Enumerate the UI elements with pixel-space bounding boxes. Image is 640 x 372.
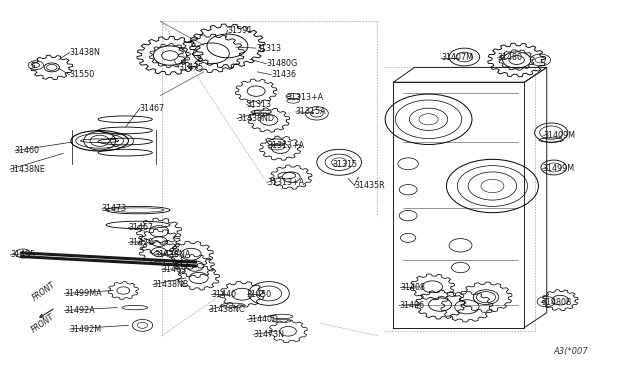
Text: 31499MA: 31499MA — [65, 289, 102, 298]
Text: 31438NA: 31438NA — [154, 250, 190, 259]
Text: 31438NC: 31438NC — [209, 305, 245, 314]
Text: 31313: 31313 — [256, 44, 281, 52]
Text: 31473N: 31473N — [253, 330, 285, 339]
Text: 31496: 31496 — [399, 301, 424, 310]
Text: 31313+A: 31313+A — [268, 178, 305, 187]
Text: 31315A: 31315A — [296, 108, 326, 116]
Text: 31473: 31473 — [102, 205, 127, 214]
Text: 31550: 31550 — [70, 70, 95, 79]
Text: 31409M: 31409M — [543, 131, 575, 140]
Text: 31436: 31436 — [271, 70, 296, 79]
Text: FRONT: FRONT — [31, 280, 58, 302]
Text: 31408: 31408 — [401, 283, 426, 292]
Text: 31407M: 31407M — [442, 53, 474, 62]
Text: 31467: 31467 — [129, 223, 154, 232]
Text: 31313+A: 31313+A — [287, 93, 324, 102]
Text: 31440: 31440 — [211, 290, 236, 299]
Text: 31435R: 31435R — [355, 181, 385, 190]
Text: 31313: 31313 — [246, 100, 271, 109]
Text: 31591: 31591 — [227, 26, 253, 35]
Text: 31420: 31420 — [129, 238, 154, 247]
Text: 31313+A: 31313+A — [268, 141, 305, 151]
Text: 31492A: 31492A — [65, 306, 95, 315]
Text: 31450: 31450 — [246, 290, 272, 299]
Text: 31480G: 31480G — [266, 59, 298, 68]
Text: 31467: 31467 — [140, 104, 165, 113]
Text: 31499M: 31499M — [542, 164, 574, 173]
Text: FRONT: FRONT — [29, 312, 56, 334]
Text: 31438ND: 31438ND — [237, 114, 274, 123]
Text: 31438N: 31438N — [70, 48, 100, 57]
Text: 31480B: 31480B — [541, 298, 572, 307]
Text: 31315: 31315 — [333, 160, 358, 169]
Text: A3(*007: A3(*007 — [554, 347, 588, 356]
Text: 31480: 31480 — [497, 53, 522, 62]
Text: 31469: 31469 — [162, 265, 187, 274]
Text: 31475: 31475 — [178, 63, 204, 72]
Text: 31438NB: 31438NB — [153, 280, 189, 289]
Text: 31440D: 31440D — [247, 315, 278, 324]
Text: 31492M: 31492M — [70, 324, 102, 334]
Text: 31495: 31495 — [10, 250, 36, 259]
Text: 31438NE: 31438NE — [10, 165, 45, 174]
Text: 31460: 31460 — [15, 146, 40, 155]
